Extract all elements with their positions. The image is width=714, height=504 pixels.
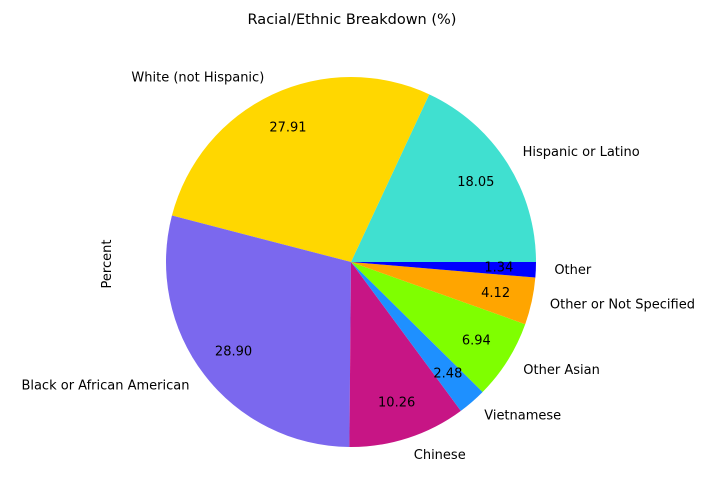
- slice-category-label: Chinese: [414, 448, 466, 463]
- slice-value-label: 18.05: [457, 175, 494, 190]
- pie-slice-3: [166, 215, 351, 447]
- slice-category-label: Hispanic or Latino: [523, 145, 640, 160]
- slice-value-label: 1.34: [484, 261, 513, 276]
- pie-slice-5: [351, 262, 483, 411]
- pie-slice-4: [349, 262, 461, 447]
- slice-value-label: 28.90: [215, 345, 252, 360]
- slice-value-label: 6.94: [462, 333, 491, 348]
- slice-value-label: 2.48: [433, 366, 462, 381]
- slice-category-label: Other: [554, 263, 592, 278]
- slice-value-label: 4.12: [481, 286, 510, 301]
- pie-slice-6: [351, 262, 526, 392]
- chart-title: Racial/Ethnic Breakdown (%): [248, 12, 457, 28]
- pie-slice-1: [351, 94, 536, 263]
- slice-category-label: Other Asian: [523, 363, 600, 378]
- pie-labels: Hispanic or Latino 18.05 White (not Hispan…: [21, 70, 695, 463]
- slice-category-label: Other or Not Specified: [550, 298, 695, 313]
- y-axis-label: Percent: [100, 240, 115, 289]
- pie-slice-2: [171, 77, 430, 262]
- slice-category-label: White (not Hispanic): [131, 70, 264, 85]
- pie-slices: [166, 77, 536, 447]
- pie-slice-7: [351, 262, 536, 325]
- slice-value-label: 10.26: [378, 395, 415, 410]
- pie-slice-8: [351, 262, 536, 278]
- slice-category-label: Black or African American: [21, 378, 189, 393]
- slice-value-label: 27.91: [269, 121, 306, 136]
- slice-category-label: Vietnamese: [484, 408, 561, 423]
